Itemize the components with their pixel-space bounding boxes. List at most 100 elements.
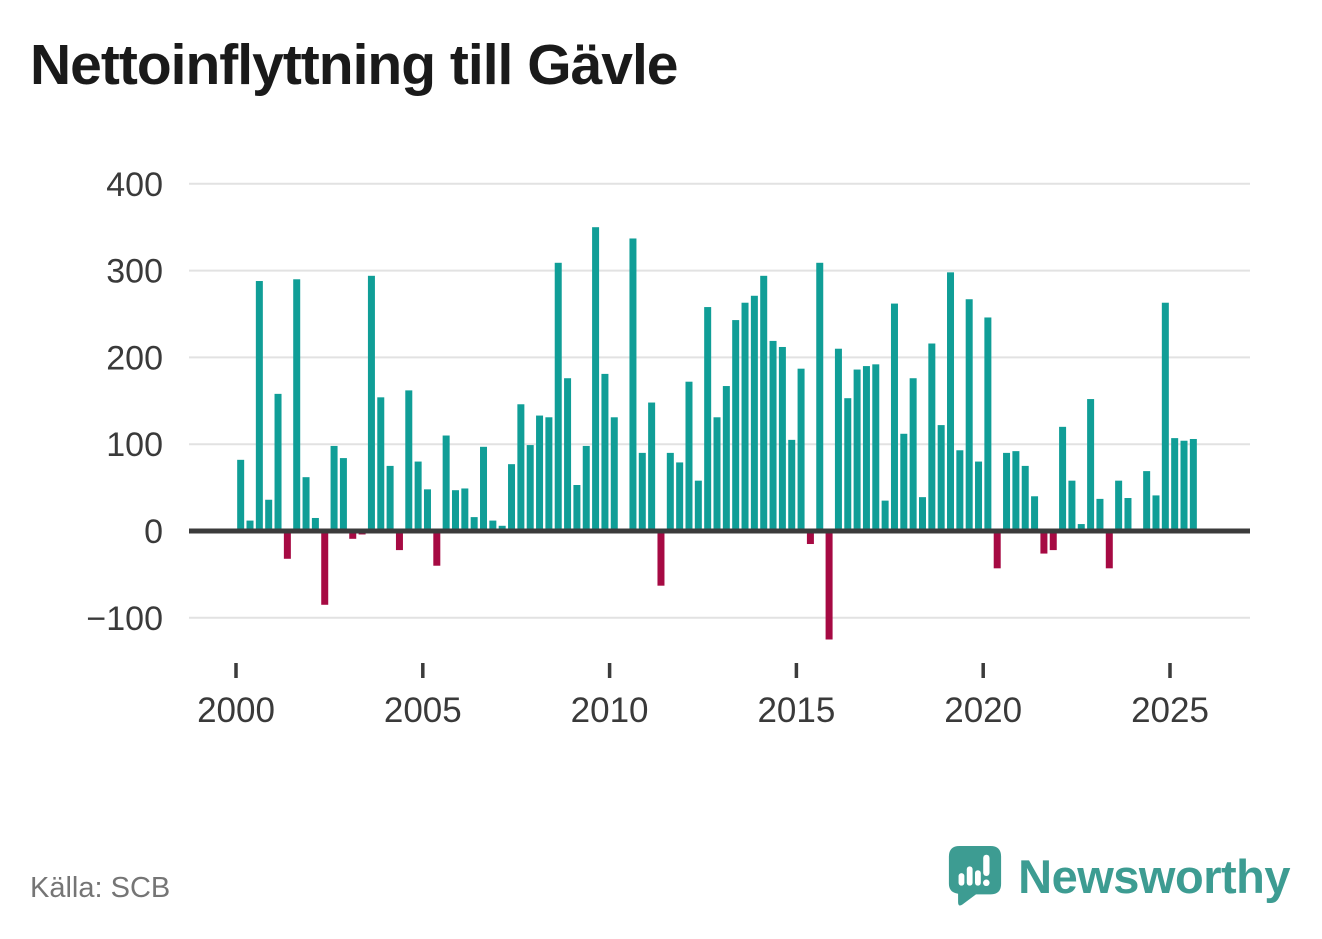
bar-2009Q2 bbox=[582, 445, 590, 531]
bar-2000Q3 bbox=[255, 281, 263, 531]
bar-2018Q3 bbox=[928, 343, 936, 531]
bar-2002Q4 bbox=[339, 458, 347, 531]
source-note: Källa: SCB bbox=[30, 872, 171, 904]
bar-2010Q3 bbox=[629, 238, 637, 532]
y-axis-tick-label: 300 bbox=[106, 253, 163, 291]
bar-2000Q1 bbox=[237, 459, 245, 531]
bar-2007Q3 bbox=[517, 404, 525, 531]
bar-2024Q3 bbox=[1152, 495, 1160, 531]
bar-2020Q1 bbox=[984, 317, 992, 531]
bar-2004Q1 bbox=[386, 465, 394, 531]
y-axis-tick-label: 100 bbox=[106, 426, 163, 464]
bar-2011Q1 bbox=[648, 402, 656, 531]
bar-2018Q1 bbox=[909, 378, 917, 531]
bar-2003Q3 bbox=[367, 275, 375, 531]
bar-2005Q2 bbox=[433, 531, 441, 566]
bar-2017Q4 bbox=[900, 433, 908, 531]
bar-2021Q1 bbox=[1021, 465, 1029, 531]
bar-2009Q4 bbox=[601, 373, 609, 531]
bar-2018Q2 bbox=[918, 497, 926, 531]
bar-2008Q1 bbox=[536, 415, 544, 531]
newsworthy-logo-icon bbox=[949, 846, 1002, 906]
bar-2021Q2 bbox=[1031, 496, 1039, 531]
x-axis-tick-label: 2000 bbox=[197, 691, 275, 730]
bar-2014Q4 bbox=[788, 439, 796, 531]
bar-2020Q4 bbox=[1012, 451, 1020, 531]
bar-2001Q4 bbox=[302, 477, 310, 531]
bar-2017Q1 bbox=[872, 364, 880, 531]
newsworthy-logo-text: Newsworthy bbox=[1018, 849, 1290, 903]
bar-2011Q2 bbox=[657, 531, 665, 586]
y-axis-tick-label: 400 bbox=[106, 166, 163, 204]
bar-2017Q3 bbox=[890, 303, 898, 531]
bar-2010Q1 bbox=[610, 417, 618, 531]
bar-2025Q2 bbox=[1180, 440, 1188, 531]
bar-2000Q4 bbox=[265, 499, 273, 531]
bar-2004Q3 bbox=[405, 390, 413, 531]
bar-2019Q1 bbox=[947, 272, 955, 531]
x-axis-tick-label: 2020 bbox=[944, 691, 1022, 730]
bar-2010Q4 bbox=[638, 452, 646, 531]
bar-2011Q4 bbox=[676, 462, 684, 531]
bar-2021Q3 bbox=[1040, 531, 1048, 554]
bar-2013Q1 bbox=[722, 386, 730, 531]
y-axis-tick-label: 200 bbox=[106, 339, 163, 377]
bar-2004Q2 bbox=[395, 531, 403, 551]
bar-2012Q4 bbox=[713, 417, 721, 531]
bar-2021Q4 bbox=[1049, 531, 1057, 551]
bar-2003Q4 bbox=[377, 397, 385, 531]
bar-2024Q2 bbox=[1143, 471, 1151, 531]
bar-2008Q3 bbox=[554, 262, 562, 531]
bar-2012Q2 bbox=[694, 480, 702, 531]
bar-2025Q3 bbox=[1189, 438, 1197, 531]
bar-2023Q4 bbox=[1124, 498, 1132, 531]
bar-2015Q2 bbox=[806, 531, 814, 545]
bar-2009Q1 bbox=[573, 485, 581, 531]
bar-2013Q3 bbox=[741, 302, 749, 531]
bar-2006Q2 bbox=[470, 517, 478, 531]
bar-2003Q1 bbox=[349, 531, 357, 539]
bar-2014Q3 bbox=[778, 346, 786, 531]
bar-2000Q2 bbox=[246, 520, 254, 531]
page-title: Nettoinflyttning till Gävle bbox=[30, 33, 679, 97]
bar-2016Q1 bbox=[834, 348, 842, 531]
bar-2006Q4 bbox=[489, 520, 497, 531]
bar-2008Q4 bbox=[564, 378, 572, 531]
bar-2012Q1 bbox=[685, 381, 693, 531]
bar-2022Q2 bbox=[1068, 480, 1076, 531]
bar-2023Q3 bbox=[1115, 480, 1123, 531]
x-axis-tick-label: 2010 bbox=[571, 691, 649, 730]
bar-2001Q2 bbox=[283, 531, 291, 559]
bar-2009Q3 bbox=[592, 227, 600, 531]
bar-2007Q2 bbox=[508, 464, 516, 531]
migration-bar-chart: 400 300 200 100 0 −100 2000 2005 2010 2015 2020 202… bbox=[86, 166, 1250, 730]
bar-2019Q4 bbox=[975, 461, 983, 531]
bar-2019Q3 bbox=[965, 299, 973, 531]
x-axis-tick-label: 2005 bbox=[384, 691, 462, 730]
bar-2008Q2 bbox=[545, 417, 553, 531]
bar-2002Q3 bbox=[330, 445, 338, 531]
newsworthy-logo[interactable]: Newsworthy bbox=[946, 843, 1290, 909]
y-axis-tick-label: 0 bbox=[144, 513, 163, 551]
bar-2005Q4 bbox=[451, 490, 459, 531]
bar-2005Q3 bbox=[442, 435, 450, 531]
bar-2014Q1 bbox=[760, 275, 768, 531]
x-axis-tick-label: 2015 bbox=[757, 691, 835, 730]
bar-2006Q3 bbox=[480, 446, 488, 531]
bar-2012Q3 bbox=[704, 307, 712, 531]
bar-2020Q2 bbox=[993, 531, 1001, 569]
bar-2015Q3 bbox=[816, 262, 824, 531]
bar-2022Q1 bbox=[1059, 426, 1067, 531]
bar-2005Q1 bbox=[423, 489, 431, 531]
x-axis-tick-label: 2025 bbox=[1131, 691, 1209, 730]
bar-2022Q4 bbox=[1087, 399, 1095, 531]
bar-2007Q4 bbox=[526, 445, 534, 531]
bar-2013Q4 bbox=[750, 295, 758, 531]
bar-2011Q3 bbox=[666, 452, 674, 531]
bar-2014Q2 bbox=[769, 340, 777, 531]
bar-2002Q2 bbox=[321, 531, 329, 605]
bar-2001Q1 bbox=[274, 393, 282, 531]
bar-2015Q4 bbox=[825, 531, 833, 640]
bar-2004Q4 bbox=[414, 461, 422, 531]
